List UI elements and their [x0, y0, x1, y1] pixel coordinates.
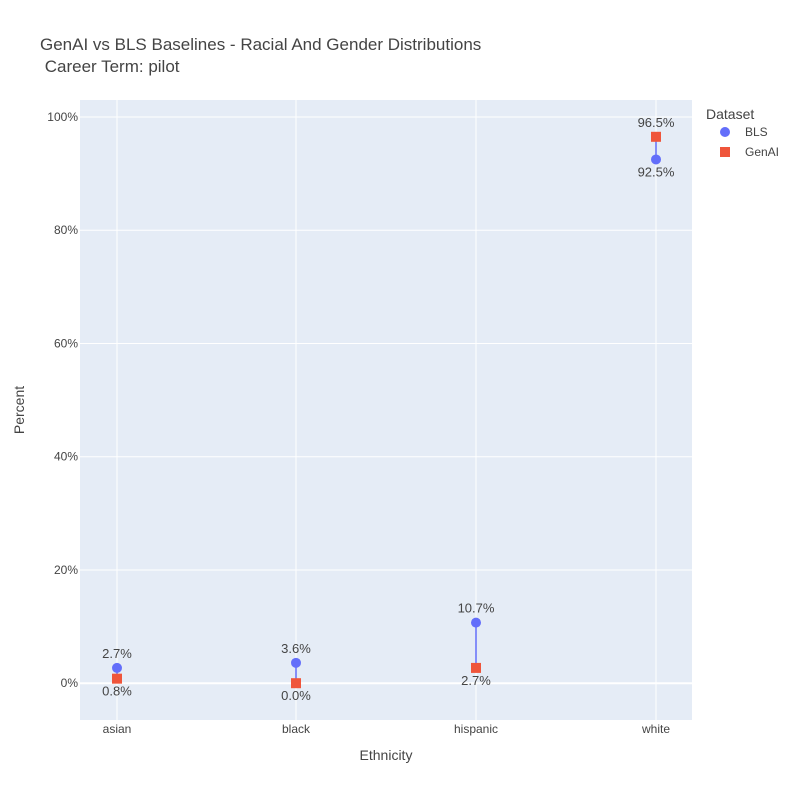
genai-data-label: 2.7% — [461, 673, 491, 688]
bls-data-label: 2.7% — [102, 646, 132, 661]
y-tick-label: 100% — [47, 110, 78, 124]
chart-title-line2: Career Term: pilot — [40, 57, 180, 76]
x-tick-label: black — [282, 722, 311, 736]
genai-data-label: 96.5% — [638, 115, 675, 130]
y-tick-label: 0% — [61, 676, 79, 690]
x-tick-label: white — [641, 722, 670, 736]
bls-point — [471, 617, 481, 628]
genai-point — [291, 678, 301, 689]
legend: Dataset BLS GenAI — [706, 106, 779, 159]
y-tick-label: 20% — [54, 563, 78, 577]
grid — [80, 100, 692, 720]
y-axis-title: Percent — [11, 386, 27, 434]
bls-point — [291, 657, 301, 668]
x-tick-label: hispanic — [454, 722, 498, 736]
plot-area — [80, 100, 692, 720]
bls-point — [112, 662, 122, 673]
chart-title-line1: GenAI vs BLS Baselines - Racial And Gend… — [40, 35, 481, 54]
genai-point — [471, 662, 481, 673]
legend-title: Dataset — [706, 106, 754, 122]
legend-genai-marker[interactable] — [720, 147, 730, 157]
legend-item-label[interactable]: GenAI — [745, 145, 779, 159]
y-tick-labels: 0% 20% 40% 60% 80% 100% — [47, 110, 78, 690]
bls-point — [651, 154, 661, 165]
genai-data-label: 0.8% — [102, 684, 132, 699]
x-axis-title: Ethnicity — [360, 747, 413, 763]
y-tick-label: 80% — [54, 223, 78, 237]
bls-data-label: 92.5% — [638, 164, 675, 179]
data-labels: 2.7% 0.8% 3.6% 0.0% 10.7% 2.7% 92.5% 96.5% — [102, 115, 675, 703]
x-tick-label: asian — [103, 722, 132, 736]
legend-bls-marker[interactable] — [720, 127, 730, 137]
x-tick-labels: asian black hispanic white — [103, 722, 671, 736]
data-marks — [112, 131, 661, 689]
legend-item-label[interactable]: BLS — [745, 125, 768, 139]
y-tick-label: 60% — [54, 336, 78, 350]
bls-data-label: 10.7% — [458, 601, 495, 616]
genai-point — [112, 673, 122, 684]
bls-data-label: 3.6% — [281, 641, 311, 656]
genai-data-label: 0.0% — [281, 688, 311, 703]
genai-point — [651, 131, 661, 142]
y-tick-label: 40% — [54, 450, 78, 464]
